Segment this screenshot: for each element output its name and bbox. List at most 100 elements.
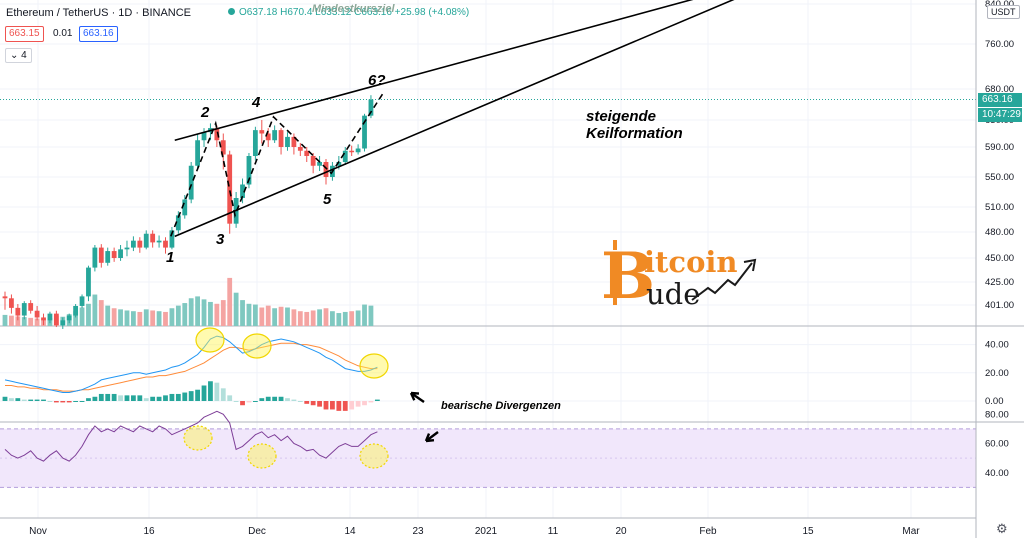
symbol-title[interactable]: Ethereum / TetherUS · 1D · BINANCE [6,7,192,19]
candle-body-20 [131,240,136,248]
volume-bar-51 [330,311,335,326]
macd-hist-44 [285,398,290,401]
candle-body-12 [79,296,85,306]
macd-hist-14 [92,396,98,401]
candle-body-11 [73,305,79,316]
candle-body-1 [9,298,14,308]
macd-tick-2: 40.00 [985,340,1009,351]
macd-hist-52 [336,401,342,411]
candle-body-43 [278,130,284,147]
candle-body-8 [53,313,59,326]
macd-hist-31 [201,385,207,401]
volume-bar-23 [150,310,156,326]
candle-body-21 [137,240,143,248]
volume-bar-27 [175,305,181,326]
volume-bar-34 [220,300,226,326]
macd-signal-line [5,342,378,392]
sell-price-button[interactable]: 663.15 [5,26,44,42]
gear-icon[interactable]: ⚙ [996,521,1008,536]
price-axis: 401.00 425.00 450.00 480.00 510.00 550.00 590.… [975,0,1014,538]
candles [2,95,374,329]
candle-body-14 [92,247,98,268]
volume-bar-30 [195,296,200,326]
candle-body-34 [220,140,226,155]
buy-price-button[interactable]: 663.16 [79,26,118,42]
price-tick-9: 760.00 [985,39,1014,50]
candle-body-53 [342,150,348,162]
volume-bar-35 [227,277,233,326]
macd-hist-21 [137,395,143,401]
wave-label-3: 3 [216,231,225,248]
macd-hist-2 [15,398,21,401]
macd-hist-1 [9,398,14,401]
candle-body-44 [285,136,290,147]
volume-bar-42 [272,308,278,326]
volume-bar-54 [349,311,355,326]
volume-bar-18 [118,309,123,326]
macd-hist-53 [342,401,348,411]
price-tick-1: 425.00 [985,277,1014,288]
macd-hist-4 [28,399,34,401]
macd-hist-38 [246,401,252,403]
volume-bar-45 [291,309,297,326]
time-tick-2: Dec [248,526,266,537]
highlight-circle-5 [359,443,389,469]
macd-hist-27 [175,393,181,401]
volume-bar-11 [73,311,79,326]
indicators-toggle[interactable]: ⌄ 4 [5,48,32,63]
logo-letter-b: B [601,239,655,314]
candle-body-15 [98,247,104,263]
macd-hist-5 [34,399,40,401]
rsi-pane [0,410,976,488]
overlay-title: Mindestkursziel [312,3,395,15]
macd-hist-34 [220,388,226,401]
macd-hist-7 [47,401,53,402]
candle-body-56 [362,115,367,149]
candle-body-6 [41,317,46,321]
macd-pane [0,335,976,411]
volume-bar-56 [362,304,367,326]
time-tick-5: 2021 [475,526,498,537]
wave-zigzag-line [170,93,384,237]
candle-body-5 [34,310,40,318]
candle-body-7 [47,313,53,321]
candle-body-45 [291,136,297,147]
macd-tick-0: 0.00 [985,396,1004,407]
current-price-label: 663.16 [978,93,1022,107]
volume-bar-12 [79,307,85,326]
macd-hist-16 [105,393,111,401]
macd-hist-6 [41,399,46,401]
candle-body-3 [21,303,27,316]
time-axis: Nov 16 Dec 14 23 2021 11 20 Feb 15 Mar [0,517,976,537]
volume-bars [2,277,374,326]
time-tick-9: 15 [802,526,814,537]
wave-label-2: 2 [201,104,210,121]
divergence-arrow-macd-shaft [410,392,425,403]
highlight-circle-1 [242,333,272,359]
volume-bar-14 [92,294,98,326]
volume-bar-22 [143,309,149,326]
volume-bar-55 [355,310,361,326]
volume-bar-31 [201,299,207,326]
highlight-circle-2 [359,353,389,379]
candle-body-35 [227,154,233,224]
rsi-tick-2: 80.00 [985,409,1009,420]
currency-label[interactable]: USDT [987,5,1020,19]
volume-bar-29 [188,298,194,326]
macd-line [4,335,378,393]
volume-bar-52 [336,313,342,326]
macd-hist-48 [310,401,316,406]
rsi-tick-1: 60.00 [985,439,1009,450]
macd-hist-57 [368,401,374,403]
ohlc-values: O637.18 H670.4 L633.12 C663.16 +25.98 (+… [239,7,470,18]
rsi-line [4,410,378,462]
volume-bar-37 [240,300,245,326]
macd-hist-49 [317,401,322,407]
macd-hist-35 [227,395,233,401]
volume-bar-48 [310,310,316,326]
macd-tick-1: 20.00 [985,368,1009,379]
candle-body-33 [214,128,220,141]
macd-hist-23 [150,396,156,401]
drawings [0,0,976,469]
macd-hist-47 [304,401,310,404]
